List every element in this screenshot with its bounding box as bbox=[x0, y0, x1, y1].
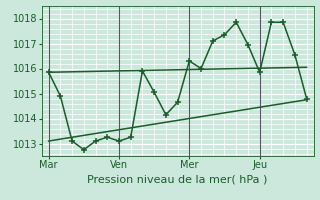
X-axis label: Pression niveau de la mer( hPa ): Pression niveau de la mer( hPa ) bbox=[87, 174, 268, 184]
